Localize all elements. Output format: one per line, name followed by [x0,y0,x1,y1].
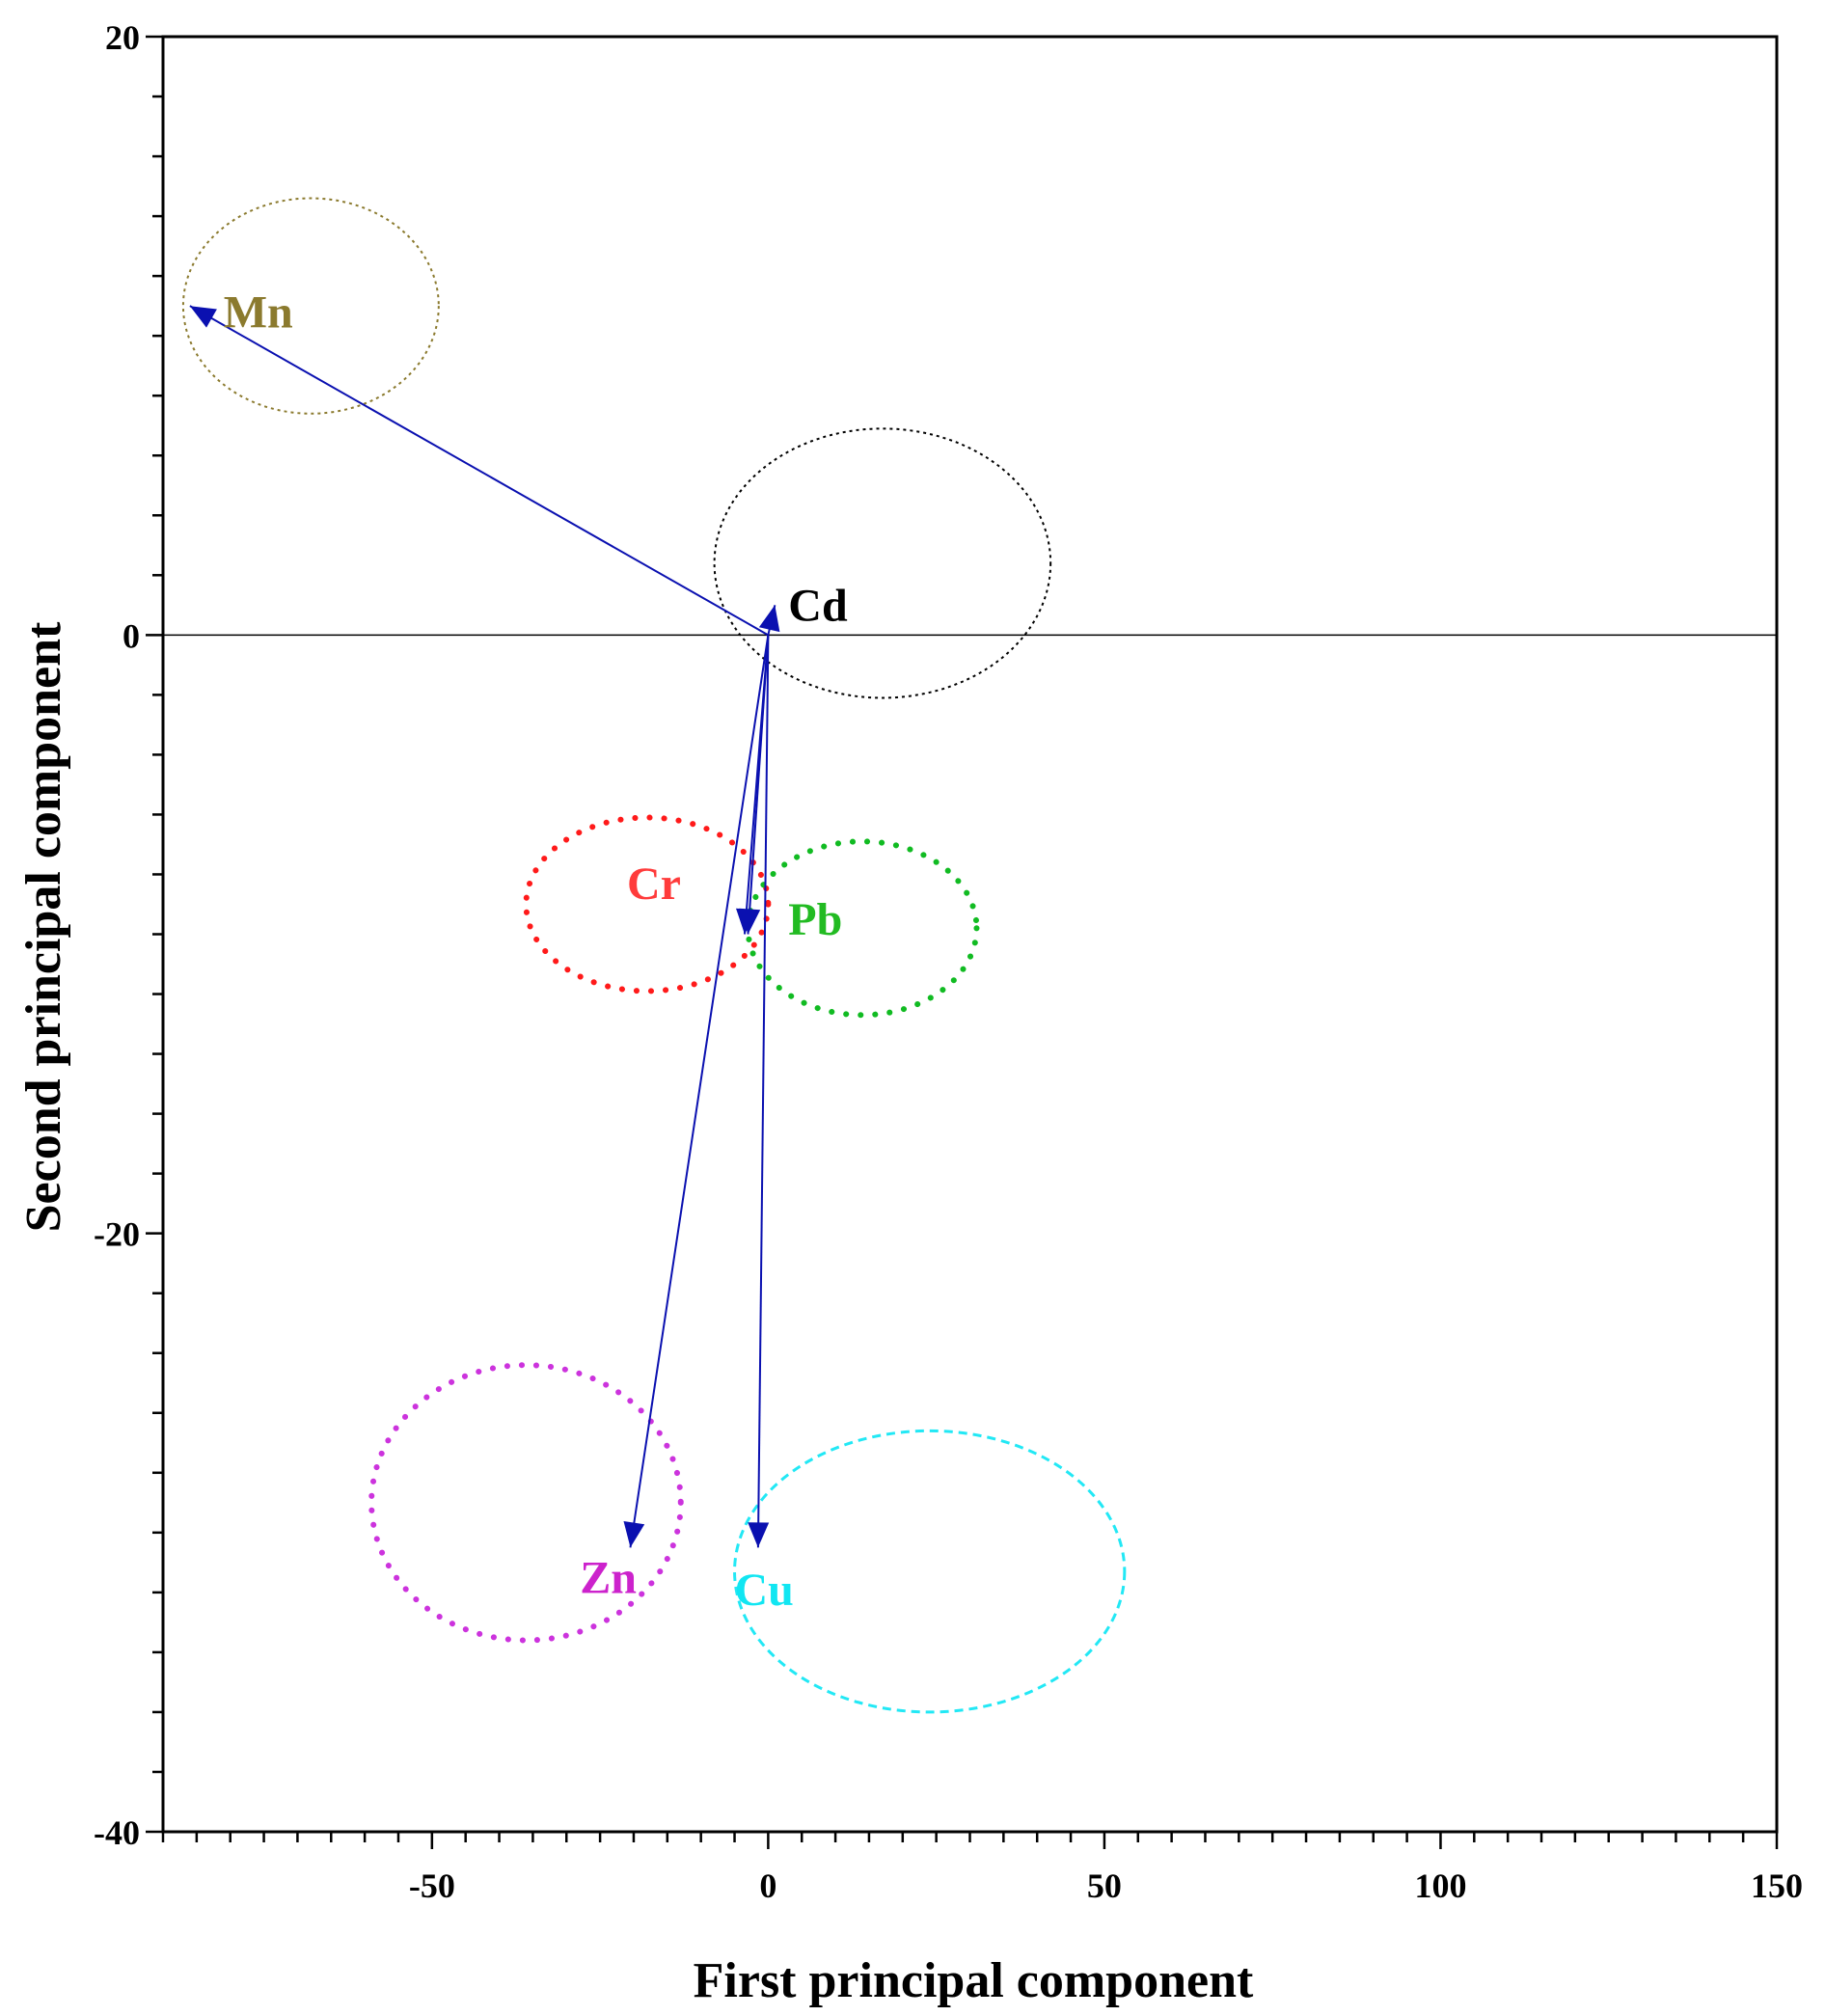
vector-label-zn: Zn [580,1552,637,1603]
y-tick-label: -20 [94,1215,140,1254]
plot-frame [161,35,1779,1834]
ellipse-zn [368,1362,684,1644]
plot-area [161,35,1779,1834]
ellipses-layer [181,197,1127,1714]
y-axis-title: Second principal component [16,621,71,1232]
x-axis-title: First principal component [694,1953,1254,2008]
y-tick-label: 0 [123,616,140,655]
vector-arrowhead-mn [189,306,217,328]
x-tick-label: 100 [1414,1866,1466,1905]
ellipse-cr [523,814,772,994]
x-tick-label: -50 [409,1866,455,1905]
x-tick-label: 0 [759,1866,776,1905]
vector-arrowhead-cd [758,605,780,633]
y-tick-label: 20 [105,18,140,57]
vector-line-pb [747,635,770,935]
ellipse-pb [745,838,980,1019]
ellipse-mn [181,197,440,415]
vector-arrowhead-zn [623,1521,645,1548]
x-tick-label: 50 [1087,1866,1122,1905]
y-tick-label: -40 [94,1813,140,1852]
x-tick-label: 150 [1751,1866,1803,1905]
vector-label-cd: Cd [788,580,848,631]
ellipse-cd [713,427,1052,699]
vector-line-mn [189,305,769,637]
vector-line-cu [756,635,770,1548]
vector-label-cr: Cr [627,858,681,910]
vector-label-pb: Pb [788,894,842,945]
vector-arrowhead-cu [748,1522,770,1548]
vector-label-cu: Cu [735,1565,794,1616]
vector-label-mn: Mn [224,286,293,338]
ellipse-cu [733,1429,1127,1714]
vectors-layer: Mn Cd Cr Pb Zn Cu [189,286,848,1616]
vector-line-zn [629,635,770,1548]
vector-arrowhead-pb [739,908,761,935]
